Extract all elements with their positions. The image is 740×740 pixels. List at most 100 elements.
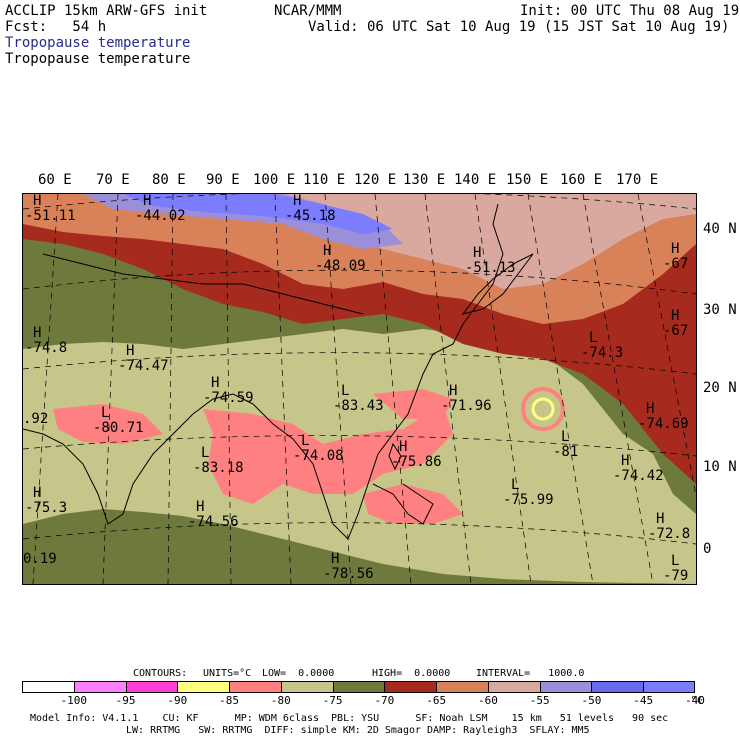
colorbar-tick: -100 bbox=[60, 694, 88, 707]
high-marker: H -74.69 bbox=[638, 402, 689, 432]
extremum-type: H bbox=[33, 325, 42, 341]
extremum-type: H bbox=[473, 245, 482, 261]
high-marker: H -67 bbox=[663, 309, 688, 339]
extremum-type: H bbox=[33, 193, 42, 209]
lon-label: 110 E bbox=[303, 172, 346, 188]
colorbar-tick: -60 bbox=[477, 694, 498, 707]
high-marker: H -75.3 bbox=[25, 486, 67, 516]
extremum-type: H bbox=[196, 499, 205, 515]
extremum-type: H bbox=[323, 243, 332, 259]
extremum-type: H bbox=[33, 485, 42, 501]
extremum-value: -74.08 bbox=[293, 448, 344, 464]
extremum-value: -67 bbox=[663, 256, 689, 272]
extremum-value: -45.18 bbox=[285, 208, 336, 224]
init-time: Init: 00 UTC Thu 08 Aug 19 bbox=[520, 3, 740, 19]
lon-label: 90 E bbox=[206, 172, 240, 188]
forecast-hour: Fcst: 54 h bbox=[5, 19, 107, 35]
lon-label: 80 E bbox=[152, 172, 186, 188]
high-marker: H -74.56 bbox=[188, 500, 239, 530]
extremum-type: L bbox=[301, 433, 310, 449]
colorbar-unit: °C bbox=[690, 694, 704, 707]
high-marker: H -74.8 bbox=[25, 326, 67, 356]
extremum-type: H bbox=[143, 193, 152, 209]
extremum-type: H bbox=[211, 375, 220, 391]
field-title-primary: Tropopause temperature bbox=[5, 35, 191, 51]
high-marker: H -74.59 bbox=[203, 376, 254, 406]
low-label: LOW= 0.0000 bbox=[262, 668, 335, 679]
lon-label: 160 E bbox=[560, 172, 603, 188]
colorbar-tick: -95 bbox=[115, 694, 136, 707]
extremum-value: -75.86 bbox=[391, 454, 442, 470]
lat-label: 30 N bbox=[703, 302, 737, 318]
extremum-value: -74.59 bbox=[203, 390, 254, 406]
colorbar-tick: -75 bbox=[322, 694, 343, 707]
extremum-type: L bbox=[671, 553, 680, 569]
lat-label: 40 N bbox=[703, 221, 737, 237]
colorbar-tick: -90 bbox=[167, 694, 188, 707]
extremum-value: -74.56 bbox=[188, 514, 239, 530]
colorbar-segment bbox=[539, 681, 592, 693]
extremum-type: H bbox=[621, 453, 630, 469]
cold-patches bbox=[53, 389, 463, 524]
high-marker: H -74.47 bbox=[118, 344, 169, 374]
colorbar-segment bbox=[384, 681, 437, 693]
extremum-type: H bbox=[646, 401, 655, 417]
colorbar-tick: -45 bbox=[633, 694, 654, 707]
contour-label: CONTOURS: bbox=[133, 668, 188, 679]
extremum-type: L bbox=[589, 330, 598, 346]
high-marker: H -51.11 bbox=[25, 194, 76, 224]
extremum-value: -80.71 bbox=[93, 420, 144, 436]
extremum-value: -51.13 bbox=[465, 260, 516, 276]
lon-label: 140 E bbox=[454, 172, 497, 188]
tropopause-temperature-map: H -51.11 H -44.02 H -45.18 H -48.09 H -51.13 H -67 H… bbox=[22, 193, 697, 585]
extremum-value: -67 bbox=[663, 323, 689, 339]
low-marker: L -81 bbox=[553, 430, 578, 460]
lon-label: 70 E bbox=[96, 172, 130, 188]
colorbar-tick: -50 bbox=[581, 694, 602, 707]
extremum-type: H bbox=[671, 241, 680, 257]
colorbar-tick: -80 bbox=[270, 694, 291, 707]
high-marker: H -44.02 bbox=[135, 194, 186, 224]
lon-label: 100 E bbox=[253, 172, 296, 188]
colorbar-segment bbox=[643, 681, 695, 693]
extremum-value: -75.3 bbox=[25, 500, 68, 516]
lon-label: 60 E bbox=[38, 172, 72, 188]
model-info-line2: LW: RRTMG SW: RRTMG DIFF: simple KM: 2D … bbox=[126, 725, 590, 736]
typhoon-swirl bbox=[521, 387, 565, 431]
field-title-secondary: Tropopause temperature bbox=[5, 51, 191, 67]
extremum-type: H bbox=[671, 308, 680, 324]
low-marker: L -79 bbox=[663, 554, 688, 584]
lat-label: 0 bbox=[703, 541, 712, 557]
colorbar-segment bbox=[591, 681, 644, 693]
colorbar-segment bbox=[487, 681, 540, 693]
model-info-line1: Model Info: V4.1.1 CU: KF MP: WDM 6class… bbox=[30, 713, 669, 724]
model-title: ACCLIP 15km ARW-GFS init bbox=[5, 3, 208, 19]
extremum-value: -71.96 bbox=[441, 398, 492, 414]
high-marker: H -78.56 bbox=[323, 552, 374, 582]
colorbar-segment bbox=[125, 681, 178, 693]
high-marker: H -45.18 bbox=[285, 194, 336, 224]
lat-label: 20 N bbox=[703, 380, 737, 396]
extremum-value: -44.02 bbox=[135, 208, 186, 224]
high-marker: H -48.09 bbox=[315, 244, 366, 274]
colorbar-segment bbox=[177, 681, 230, 693]
extremum-value: -74.42 bbox=[613, 468, 664, 484]
high-marker: H -51.13 bbox=[465, 246, 516, 276]
colorbar-segment bbox=[436, 681, 488, 693]
high-marker: H -75.86 bbox=[391, 440, 442, 470]
colorbar-tick: -85 bbox=[219, 694, 239, 707]
lat-label: 10 N bbox=[703, 459, 737, 475]
colorbar-segment bbox=[22, 681, 74, 693]
extremum-type: H bbox=[126, 343, 135, 359]
low-marker: L -74.3 bbox=[581, 331, 623, 361]
colorbar-tick: -40 bbox=[685, 694, 705, 707]
extremum-type: L bbox=[341, 383, 350, 399]
extremum-type: L bbox=[101, 405, 110, 421]
colorbar-segment bbox=[73, 681, 126, 693]
extremum-type: H bbox=[293, 193, 302, 209]
graticule bbox=[23, 194, 696, 584]
extremum-type: L bbox=[201, 445, 210, 461]
extremum-type: H bbox=[399, 439, 408, 455]
low-marker: L -80.71 bbox=[93, 406, 144, 436]
high-marker: H -72.8 bbox=[648, 512, 690, 542]
